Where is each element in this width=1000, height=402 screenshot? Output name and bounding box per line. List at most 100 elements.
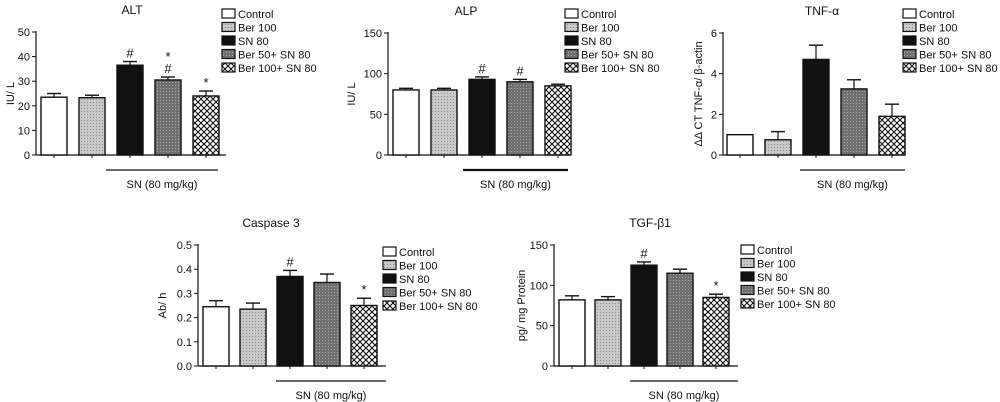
legend-swatch-5 xyxy=(902,62,917,73)
y-axis-label: pg/ mg Protein xyxy=(516,270,528,342)
y-tick-label: 0.5 xyxy=(177,240,192,252)
x-axis-label: SN (80 mg/kg) xyxy=(649,390,720,402)
legend-label: Control xyxy=(581,9,616,21)
bar-2 xyxy=(430,89,458,156)
bar-4 xyxy=(154,79,182,156)
bar-1 xyxy=(558,299,586,367)
chart-panel-3: TNF-α ΔΔ CT TNF-α/ β-actin 0 2 4 6 SN (80 mg/k… xyxy=(693,4,998,191)
legend-label: Control xyxy=(399,247,434,259)
y-tick-label: 0.4 xyxy=(177,264,192,276)
legend-label: SN 80 xyxy=(399,274,430,286)
legend-label: Ber 100+ SN 80 xyxy=(581,63,660,75)
y-tick-label: 4 xyxy=(711,69,717,81)
bar-5 xyxy=(702,296,730,367)
legend-swatch-2 xyxy=(221,21,236,33)
chart-title: Caspase 3 xyxy=(242,216,300,230)
y-tick-label: 30 xyxy=(18,76,30,88)
bar-4 xyxy=(666,272,694,367)
legend-label: Ber 100 xyxy=(399,261,438,273)
y-tick-label: 0 xyxy=(542,361,548,373)
legend-label: Ber 50+ SN 80 xyxy=(757,286,829,298)
bar-5 xyxy=(192,95,220,156)
legend-label: Control xyxy=(757,245,792,257)
y-tick-label: 100 xyxy=(530,280,548,292)
legend-swatch-2 xyxy=(902,21,917,33)
legend-swatch-4 xyxy=(382,286,397,298)
y-tick-label: 40 xyxy=(18,52,30,64)
chart-title: ALP xyxy=(455,4,478,18)
y-tick-label: 0 xyxy=(24,150,30,162)
x-axis-label: SN (80 mg/kg) xyxy=(127,179,198,191)
legend-swatch-2 xyxy=(382,259,397,271)
legend-label: SN 80 xyxy=(238,36,269,48)
bar-2 xyxy=(78,96,106,156)
y-tick-label: 6 xyxy=(711,28,717,40)
significance-mark: # xyxy=(478,61,486,76)
significance-mark: # xyxy=(286,254,294,269)
legend-swatch-3 xyxy=(564,35,579,46)
legend-swatch-5 xyxy=(740,298,755,309)
legend-swatch-3 xyxy=(740,271,755,282)
y-tick-label: 2 xyxy=(711,109,717,121)
bar-5 xyxy=(350,304,378,367)
legend-label: Ber 100+ SN 80 xyxy=(919,63,998,75)
legend-label: Ber 50+ SN 80 xyxy=(919,50,991,62)
y-tick-label: 50 xyxy=(18,27,30,39)
chart-title: TNF-α xyxy=(805,4,839,18)
y-tick-label: 150 xyxy=(364,28,382,40)
legend-swatch-3 xyxy=(902,35,917,46)
bar-3 xyxy=(630,264,658,367)
significance-mark: # xyxy=(516,63,524,78)
legend-swatch-1 xyxy=(382,246,397,257)
y-tick-label: 0 xyxy=(711,150,717,162)
chart-title: TGF-β1 xyxy=(629,216,671,230)
y-axis-label: ΔΔ CT TNF-α/ β-actin xyxy=(693,41,705,146)
significance-mark: * xyxy=(203,75,208,90)
chart-panel-2: ALP IU/ L 0 50 100 150 # # SN (80 mg/kg) Control B… xyxy=(346,4,660,191)
legend-label: Ber 100 xyxy=(238,23,277,35)
bar-2 xyxy=(764,139,792,156)
legend-swatch-1 xyxy=(564,8,579,19)
y-tick-label: 0.2 xyxy=(177,313,192,325)
y-tick-label: 50 xyxy=(536,321,548,333)
significance-mark: # xyxy=(164,61,172,76)
legend-label: Ber 50+ SN 80 xyxy=(399,288,471,300)
significance-mark: * xyxy=(165,49,170,64)
y-axis-label: IU/ L xyxy=(346,82,358,105)
bar-3 xyxy=(468,78,496,156)
legend-swatch-3 xyxy=(382,273,397,284)
significance-mark: * xyxy=(713,278,718,293)
bar-2 xyxy=(594,299,622,367)
legend-swatch-4 xyxy=(564,48,579,60)
legend-label: Ber 50+ SN 80 xyxy=(581,50,653,62)
y-tick-label: 50 xyxy=(370,109,382,121)
y-tick-label: 20 xyxy=(18,101,30,113)
legend-label: Ber 100 xyxy=(757,259,796,271)
y-tick-label: 10 xyxy=(18,125,30,137)
legend-label: SN 80 xyxy=(581,36,612,48)
x-axis-label: SN (80 mg/kg) xyxy=(817,179,888,191)
bar-1 xyxy=(392,89,420,156)
legend-label: Control xyxy=(919,9,954,21)
legend-swatch-1 xyxy=(221,8,236,19)
y-tick-label: 0.1 xyxy=(177,337,192,349)
legend-label: SN 80 xyxy=(919,36,950,48)
legend-label: Ber 100+ SN 80 xyxy=(757,299,836,311)
legend-swatch-3 xyxy=(221,35,236,46)
legend-label: Ber 50+ SN 80 xyxy=(238,50,310,62)
bar-5 xyxy=(544,85,572,156)
legend-label: Ber 100 xyxy=(919,23,958,35)
y-axis-label: IU/ L xyxy=(5,82,17,105)
bar-3 xyxy=(802,58,830,156)
legend-swatch-4 xyxy=(221,48,236,60)
legend-swatch-4 xyxy=(740,284,755,296)
x-axis-label: SN (80 mg/kg) xyxy=(480,179,551,191)
legend-label: Ber 100+ SN 80 xyxy=(238,63,317,75)
legend-swatch-5 xyxy=(221,62,236,73)
legend-swatch-1 xyxy=(902,8,917,19)
